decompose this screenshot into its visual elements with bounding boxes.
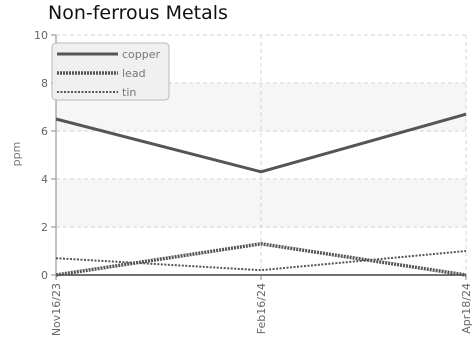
y-tick-label: 0 [41,269,48,282]
legend-label-lead: lead [122,67,146,80]
legend: copper lead tin [51,42,170,101]
x-tick-label: Apr18/24 [460,283,473,334]
series-line-lead [55,242,467,277]
y-tick-label: 6 [41,125,48,138]
y-tick-labels: 0 2 4 6 8 10 [34,29,48,282]
series-line-tin [55,250,467,272]
y-axis-label: ppm [10,142,23,167]
axes [51,34,467,280]
x-tick-labels: Nov16/23 Feb16/24 Apr18/24 [50,283,473,336]
chart-title: Non-ferrous Metals [48,2,228,24]
series-line-copper [55,112,467,174]
legend-label-tin: tin [122,86,136,99]
legend-box [51,42,170,101]
series-lines [55,112,467,277]
x-tick-label: Feb16/24 [255,283,268,334]
legend-label-copper: copper [122,48,161,61]
y-tick-label: 8 [41,77,48,90]
y-tick-label: 2 [41,221,48,234]
y-tick-label: 10 [34,29,48,42]
y-tick-label: 4 [41,173,48,186]
x-tick-label: Nov16/23 [50,283,63,336]
